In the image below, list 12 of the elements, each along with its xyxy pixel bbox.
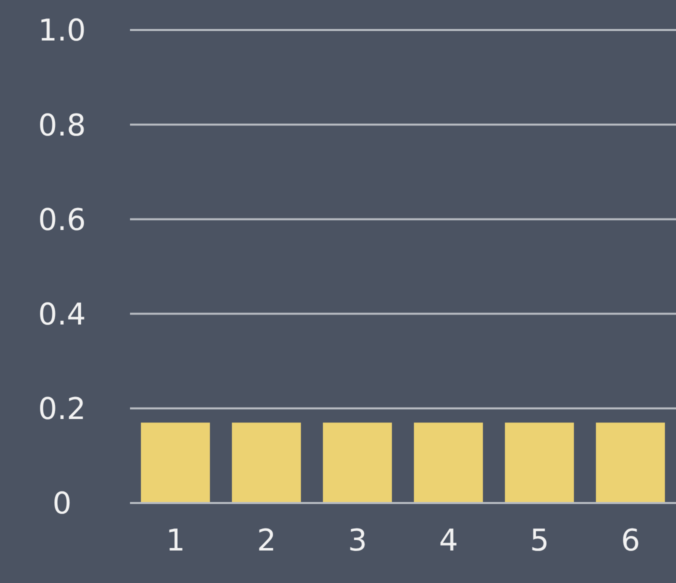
- y-tick-label: 0.6: [38, 202, 86, 238]
- x-tick-label: 1: [166, 523, 186, 558]
- x-tick-label: 3: [348, 523, 368, 558]
- x-tick-label: 6: [620, 523, 640, 558]
- y-tick-label: 0.2: [38, 392, 86, 428]
- x-tick-label: 5: [530, 523, 550, 558]
- y-tick-label: 0: [52, 486, 72, 522]
- y-tick-label: 1.0: [38, 14, 86, 49]
- x-tick-label: 2: [256, 523, 276, 558]
- x-tick-label: 4: [438, 523, 458, 558]
- y-tick-label: 0.8: [38, 108, 86, 144]
- y-tick-label: 0.4: [38, 297, 86, 332]
